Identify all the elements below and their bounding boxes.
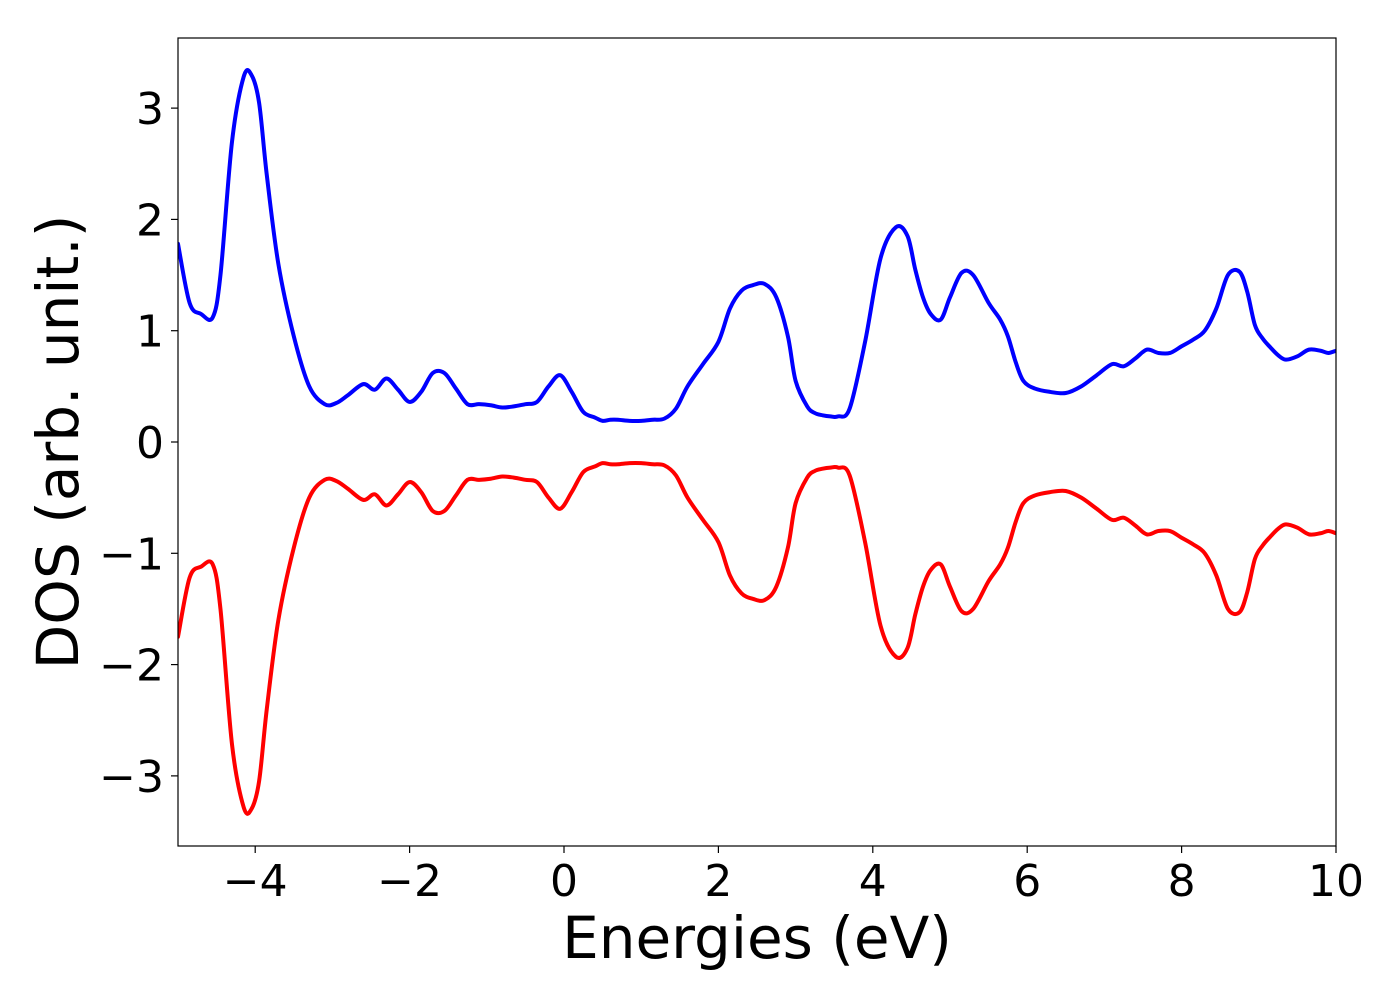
y-axis-label: DOS (arb. unit.)	[24, 215, 92, 670]
series-line-spin-down	[178, 461, 1336, 816]
plot-frame	[177, 37, 1337, 847]
x-axis: −4 −2 0 2 4 6 8 10	[223, 846, 1364, 907]
x-tick-label: −4	[223, 856, 288, 907]
series-layer	[178, 68, 1336, 816]
x-tick-label: 6	[1013, 856, 1041, 907]
x-tick-label: 2	[704, 856, 732, 907]
y-tick-label: −3	[99, 752, 164, 803]
x-tick-label: 8	[1168, 856, 1196, 907]
x-tick-label: 10	[1308, 856, 1364, 907]
x-tick-label: 4	[859, 856, 887, 907]
y-tick-label: 0	[136, 418, 164, 469]
x-tick-label: 0	[550, 856, 578, 907]
plot-area	[177, 37, 1337, 847]
y-tick-label: 1	[136, 307, 164, 358]
y-tick-label: 3	[136, 84, 164, 135]
y-tick-label: 2	[136, 195, 164, 246]
x-axis-label: Energies (eV)	[562, 904, 952, 972]
y-tick-label: −2	[99, 641, 164, 692]
series-line-spin-up	[178, 68, 1336, 423]
x-tick-label: −2	[377, 856, 442, 907]
y-axis: −3 −2 −1 0 1 2 3	[99, 84, 178, 803]
y-tick-label: −1	[99, 529, 164, 580]
